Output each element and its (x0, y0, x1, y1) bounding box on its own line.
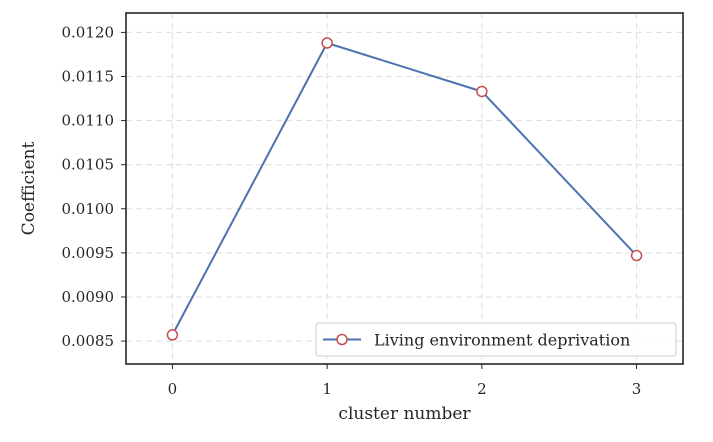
y-tick-label: 0.0090 (62, 288, 115, 306)
y-tick-label: 0.0110 (62, 112, 115, 130)
y-tick-label: 0.0095 (62, 244, 115, 262)
data-point-marker (476, 85, 488, 98)
data-point-marker (321, 37, 333, 49)
y-tick-labels: 0.0085 0.0090 0.0095 0.0100 0.0105 0.0110 0.01… (62, 23, 126, 350)
y-axis-label: Coefficient (19, 142, 39, 236)
y-tick-label: 0.0105 (62, 156, 115, 174)
x-tick-label: 1 (322, 380, 332, 398)
plot-frame (125, 12, 684, 365)
x-tick-label: 3 (632, 380, 642, 398)
x-tick-labels: 0 1 2 3 (168, 364, 642, 398)
y-tick-label: 0.0115 (62, 67, 115, 85)
x-tick-label: 2 (477, 380, 487, 398)
legend: Living environment deprivation (315, 322, 677, 357)
series-line (171, 41, 638, 336)
y-tick-label: 0.0085 (62, 332, 115, 350)
y-tick-label: 0.0120 (62, 23, 115, 41)
legend-marker-icon (336, 333, 348, 346)
data-point-marker (630, 249, 643, 262)
legend-box (315, 322, 677, 357)
series-layer (166, 37, 643, 341)
grid (126, 13, 683, 364)
x-tick-label: 0 (168, 380, 178, 398)
y-tick-label: 0.0100 (62, 200, 115, 218)
data-point-marker (166, 329, 179, 341)
x-axis-label: cluster number (338, 404, 471, 424)
legend-label: Living environment deprivation (374, 331, 630, 350)
